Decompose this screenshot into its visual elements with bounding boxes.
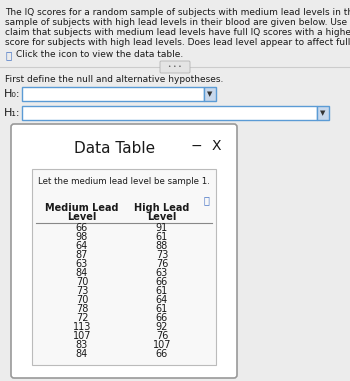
Text: 66: 66 <box>76 223 88 232</box>
Text: 78: 78 <box>76 304 88 314</box>
Text: 61: 61 <box>156 304 168 314</box>
Text: claim that subjects with medium lead levels have full IQ scores with a higher me: claim that subjects with medium lead lev… <box>5 28 350 37</box>
Text: 113: 113 <box>73 322 91 332</box>
Text: 66: 66 <box>156 277 168 287</box>
Text: 76: 76 <box>156 331 168 341</box>
Text: X: X <box>211 139 221 153</box>
Text: Let the medium lead level be sample 1.: Let the medium lead level be sample 1. <box>38 177 210 186</box>
Text: 84: 84 <box>76 349 88 359</box>
Text: 87: 87 <box>76 250 88 260</box>
Text: 72: 72 <box>76 313 88 323</box>
Text: 83: 83 <box>76 340 88 351</box>
Text: First define the null and alternative hypotheses.: First define the null and alternative hy… <box>5 75 223 84</box>
Text: 66: 66 <box>156 313 168 323</box>
FancyBboxPatch shape <box>204 87 216 101</box>
Text: Data Table: Data Table <box>74 141 155 156</box>
Text: H₁:: H₁: <box>4 108 21 118</box>
Text: Level: Level <box>147 212 177 222</box>
Text: The IQ scores for a random sample of subjects with medium lead levels in their b: The IQ scores for a random sample of sub… <box>5 8 350 17</box>
Text: ⎘: ⎘ <box>203 195 209 205</box>
Text: 70: 70 <box>76 295 88 305</box>
Text: High Lead: High Lead <box>134 203 190 213</box>
Text: Medium Lead: Medium Lead <box>45 203 119 213</box>
Text: 64: 64 <box>156 295 168 305</box>
Text: −: − <box>190 139 202 153</box>
Text: 92: 92 <box>156 322 168 332</box>
Text: 70: 70 <box>76 277 88 287</box>
Text: 61: 61 <box>156 232 168 242</box>
Text: 91: 91 <box>156 223 168 232</box>
Text: 66: 66 <box>156 349 168 359</box>
FancyBboxPatch shape <box>22 87 204 101</box>
Text: Level: Level <box>67 212 97 222</box>
FancyBboxPatch shape <box>22 106 317 120</box>
Text: score for subjects with high lead levels. Does lead level appear to affect full : score for subjects with high lead levels… <box>5 38 350 47</box>
Text: ▼: ▼ <box>207 91 213 97</box>
Text: ▼: ▼ <box>320 110 326 116</box>
Text: 64: 64 <box>76 241 88 251</box>
Text: 73: 73 <box>156 250 168 260</box>
FancyBboxPatch shape <box>32 169 216 365</box>
Text: sample of subjects with high lead levels in their blood are given below. Use a 0: sample of subjects with high lead levels… <box>5 18 350 27</box>
Text: 107: 107 <box>73 331 91 341</box>
Text: 84: 84 <box>76 268 88 278</box>
Text: 98: 98 <box>76 232 88 242</box>
Text: 63: 63 <box>156 268 168 278</box>
Text: 76: 76 <box>156 259 168 269</box>
Text: 107: 107 <box>153 340 171 351</box>
Text: ⧉: ⧉ <box>5 50 11 60</box>
FancyBboxPatch shape <box>317 106 329 120</box>
Text: 73: 73 <box>76 286 88 296</box>
Text: • • •: • • • <box>168 64 182 69</box>
FancyBboxPatch shape <box>160 61 190 73</box>
FancyBboxPatch shape <box>11 124 237 378</box>
Text: 63: 63 <box>76 259 88 269</box>
Text: 88: 88 <box>156 241 168 251</box>
Text: Click the icon to view the data table.: Click the icon to view the data table. <box>16 50 183 59</box>
Text: H₀:: H₀: <box>4 89 21 99</box>
Text: 61: 61 <box>156 286 168 296</box>
